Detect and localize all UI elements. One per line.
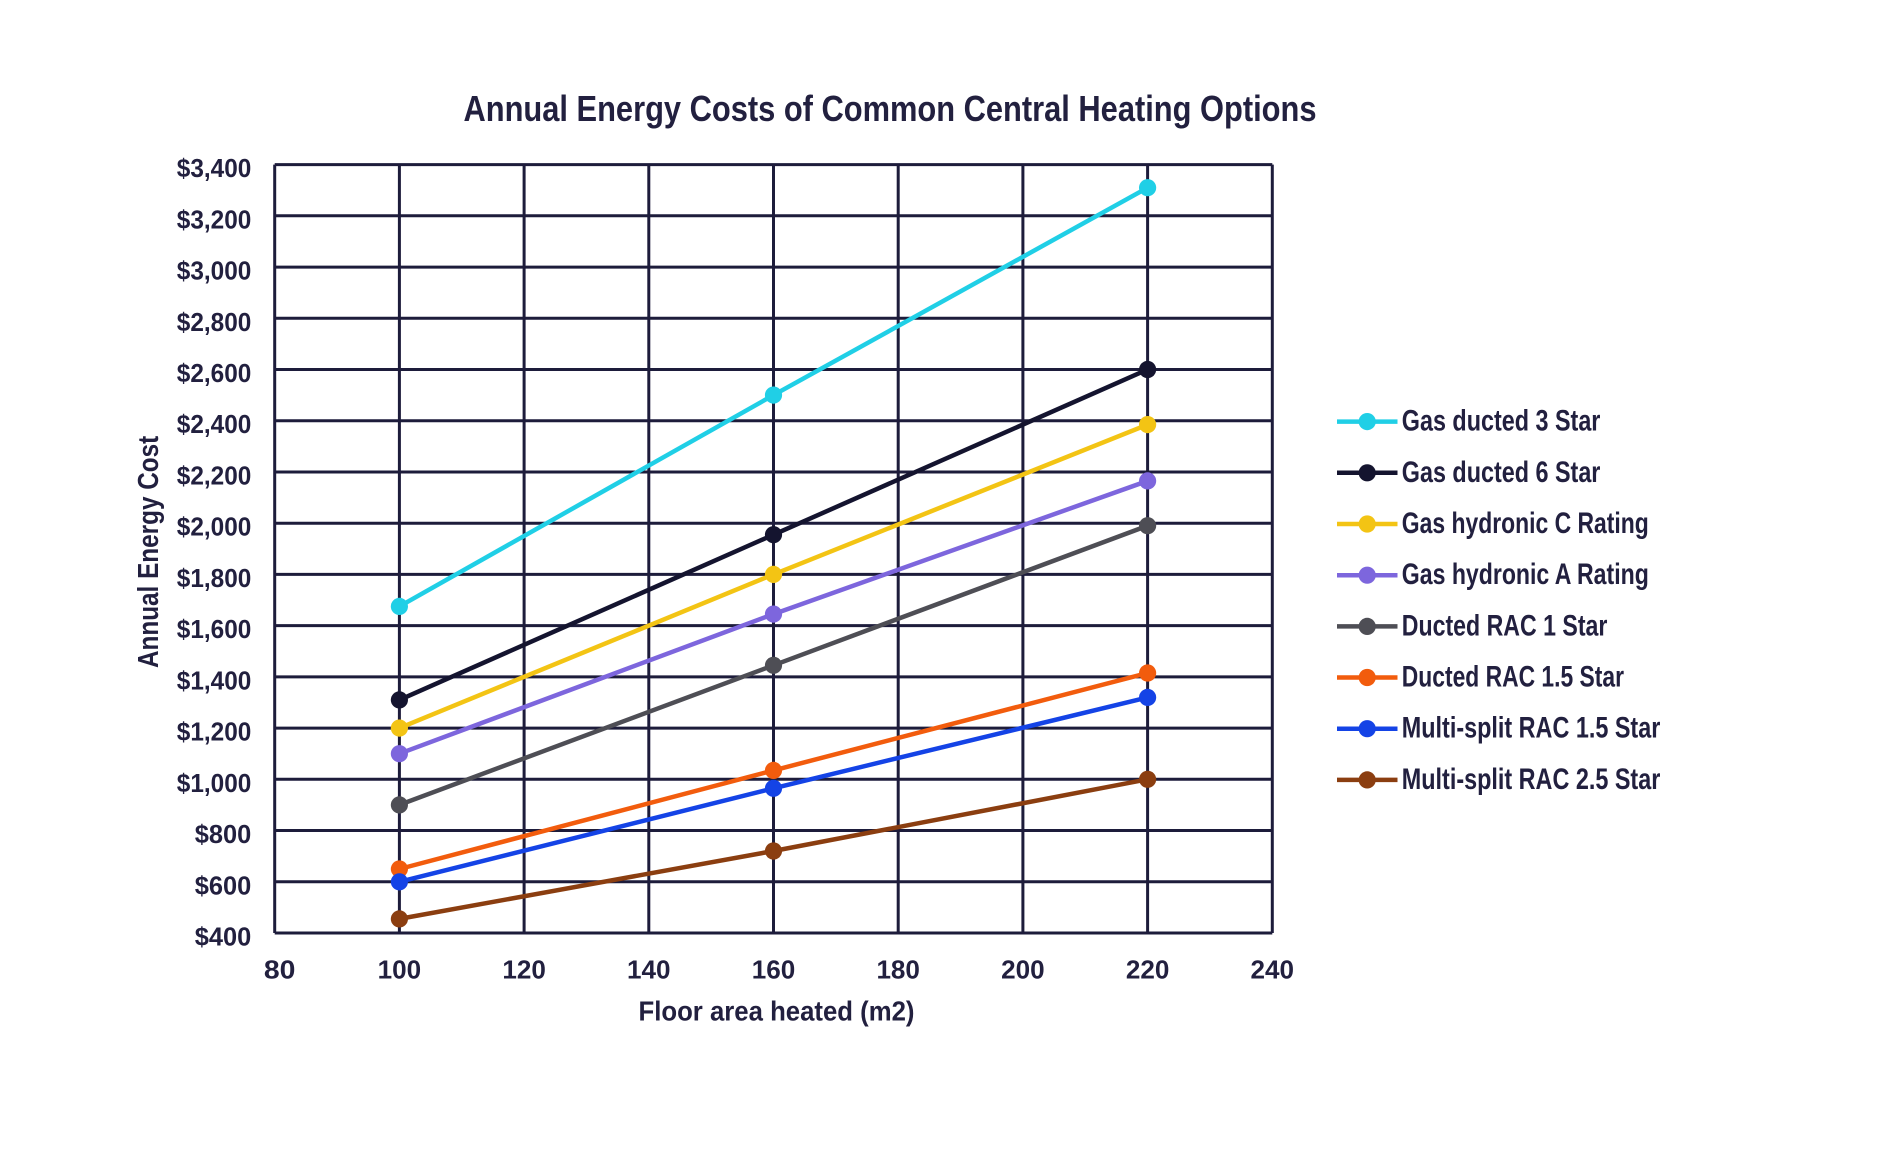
svg-text:$3,000: $3,000: [177, 256, 252, 286]
svg-text:$1,000: $1,000: [177, 768, 252, 798]
svg-text:$400: $400: [195, 922, 252, 952]
svg-text:100: 100: [378, 955, 422, 985]
svg-text:Gas ducted 6 Star: Gas ducted 6 Star: [1402, 456, 1601, 489]
svg-text:$1,400: $1,400: [177, 665, 252, 695]
svg-text:Ducted RAC 1 Star: Ducted RAC 1 Star: [1402, 609, 1608, 642]
svg-text:$3,400: $3,400: [177, 153, 252, 183]
svg-text:240: 240: [1251, 955, 1295, 985]
svg-text:$2,600: $2,600: [177, 358, 252, 388]
svg-text:$2,800: $2,800: [177, 307, 252, 337]
svg-text:Annual Energy Costs of Common: Annual Energy Costs of Common Central He…: [464, 88, 1317, 129]
svg-text:$2,200: $2,200: [177, 461, 252, 491]
svg-text:$1,600: $1,600: [177, 614, 252, 644]
svg-text:160: 160: [752, 955, 796, 985]
svg-text:Gas hydronic A Rating: Gas hydronic A Rating: [1402, 558, 1649, 591]
svg-text:80: 80: [264, 955, 296, 985]
svg-text:$800: $800: [195, 819, 252, 849]
svg-text:Ducted RAC 1.5 Star: Ducted RAC 1.5 Star: [1402, 661, 1625, 694]
svg-text:Multi-split RAC 2.5 Star: Multi-split RAC 2.5 Star: [1402, 763, 1661, 796]
svg-text:Multi-split RAC 1.5 Star: Multi-split RAC 1.5 Star: [1402, 712, 1661, 745]
svg-text:$600: $600: [195, 870, 252, 900]
svg-text:140: 140: [627, 955, 671, 985]
svg-text:120: 120: [502, 955, 546, 985]
svg-text:220: 220: [1126, 955, 1170, 985]
svg-text:200: 200: [1001, 955, 1045, 985]
svg-text:180: 180: [876, 955, 920, 985]
svg-text:$1,800: $1,800: [177, 563, 252, 593]
svg-text:Floor area heated (m2): Floor area heated (m2): [639, 996, 915, 1027]
svg-text:Gas hydronic C Rating: Gas hydronic C Rating: [1402, 507, 1649, 540]
svg-text:$2,400: $2,400: [177, 409, 252, 439]
svg-text:Gas ducted 3 Star: Gas ducted 3 Star: [1402, 405, 1601, 438]
svg-text:$1,200: $1,200: [177, 717, 252, 747]
svg-text:Annual Energy Cost: Annual Energy Cost: [133, 435, 165, 668]
svg-text:$3,200: $3,200: [177, 204, 252, 234]
svg-text:$2,000: $2,000: [177, 512, 252, 542]
